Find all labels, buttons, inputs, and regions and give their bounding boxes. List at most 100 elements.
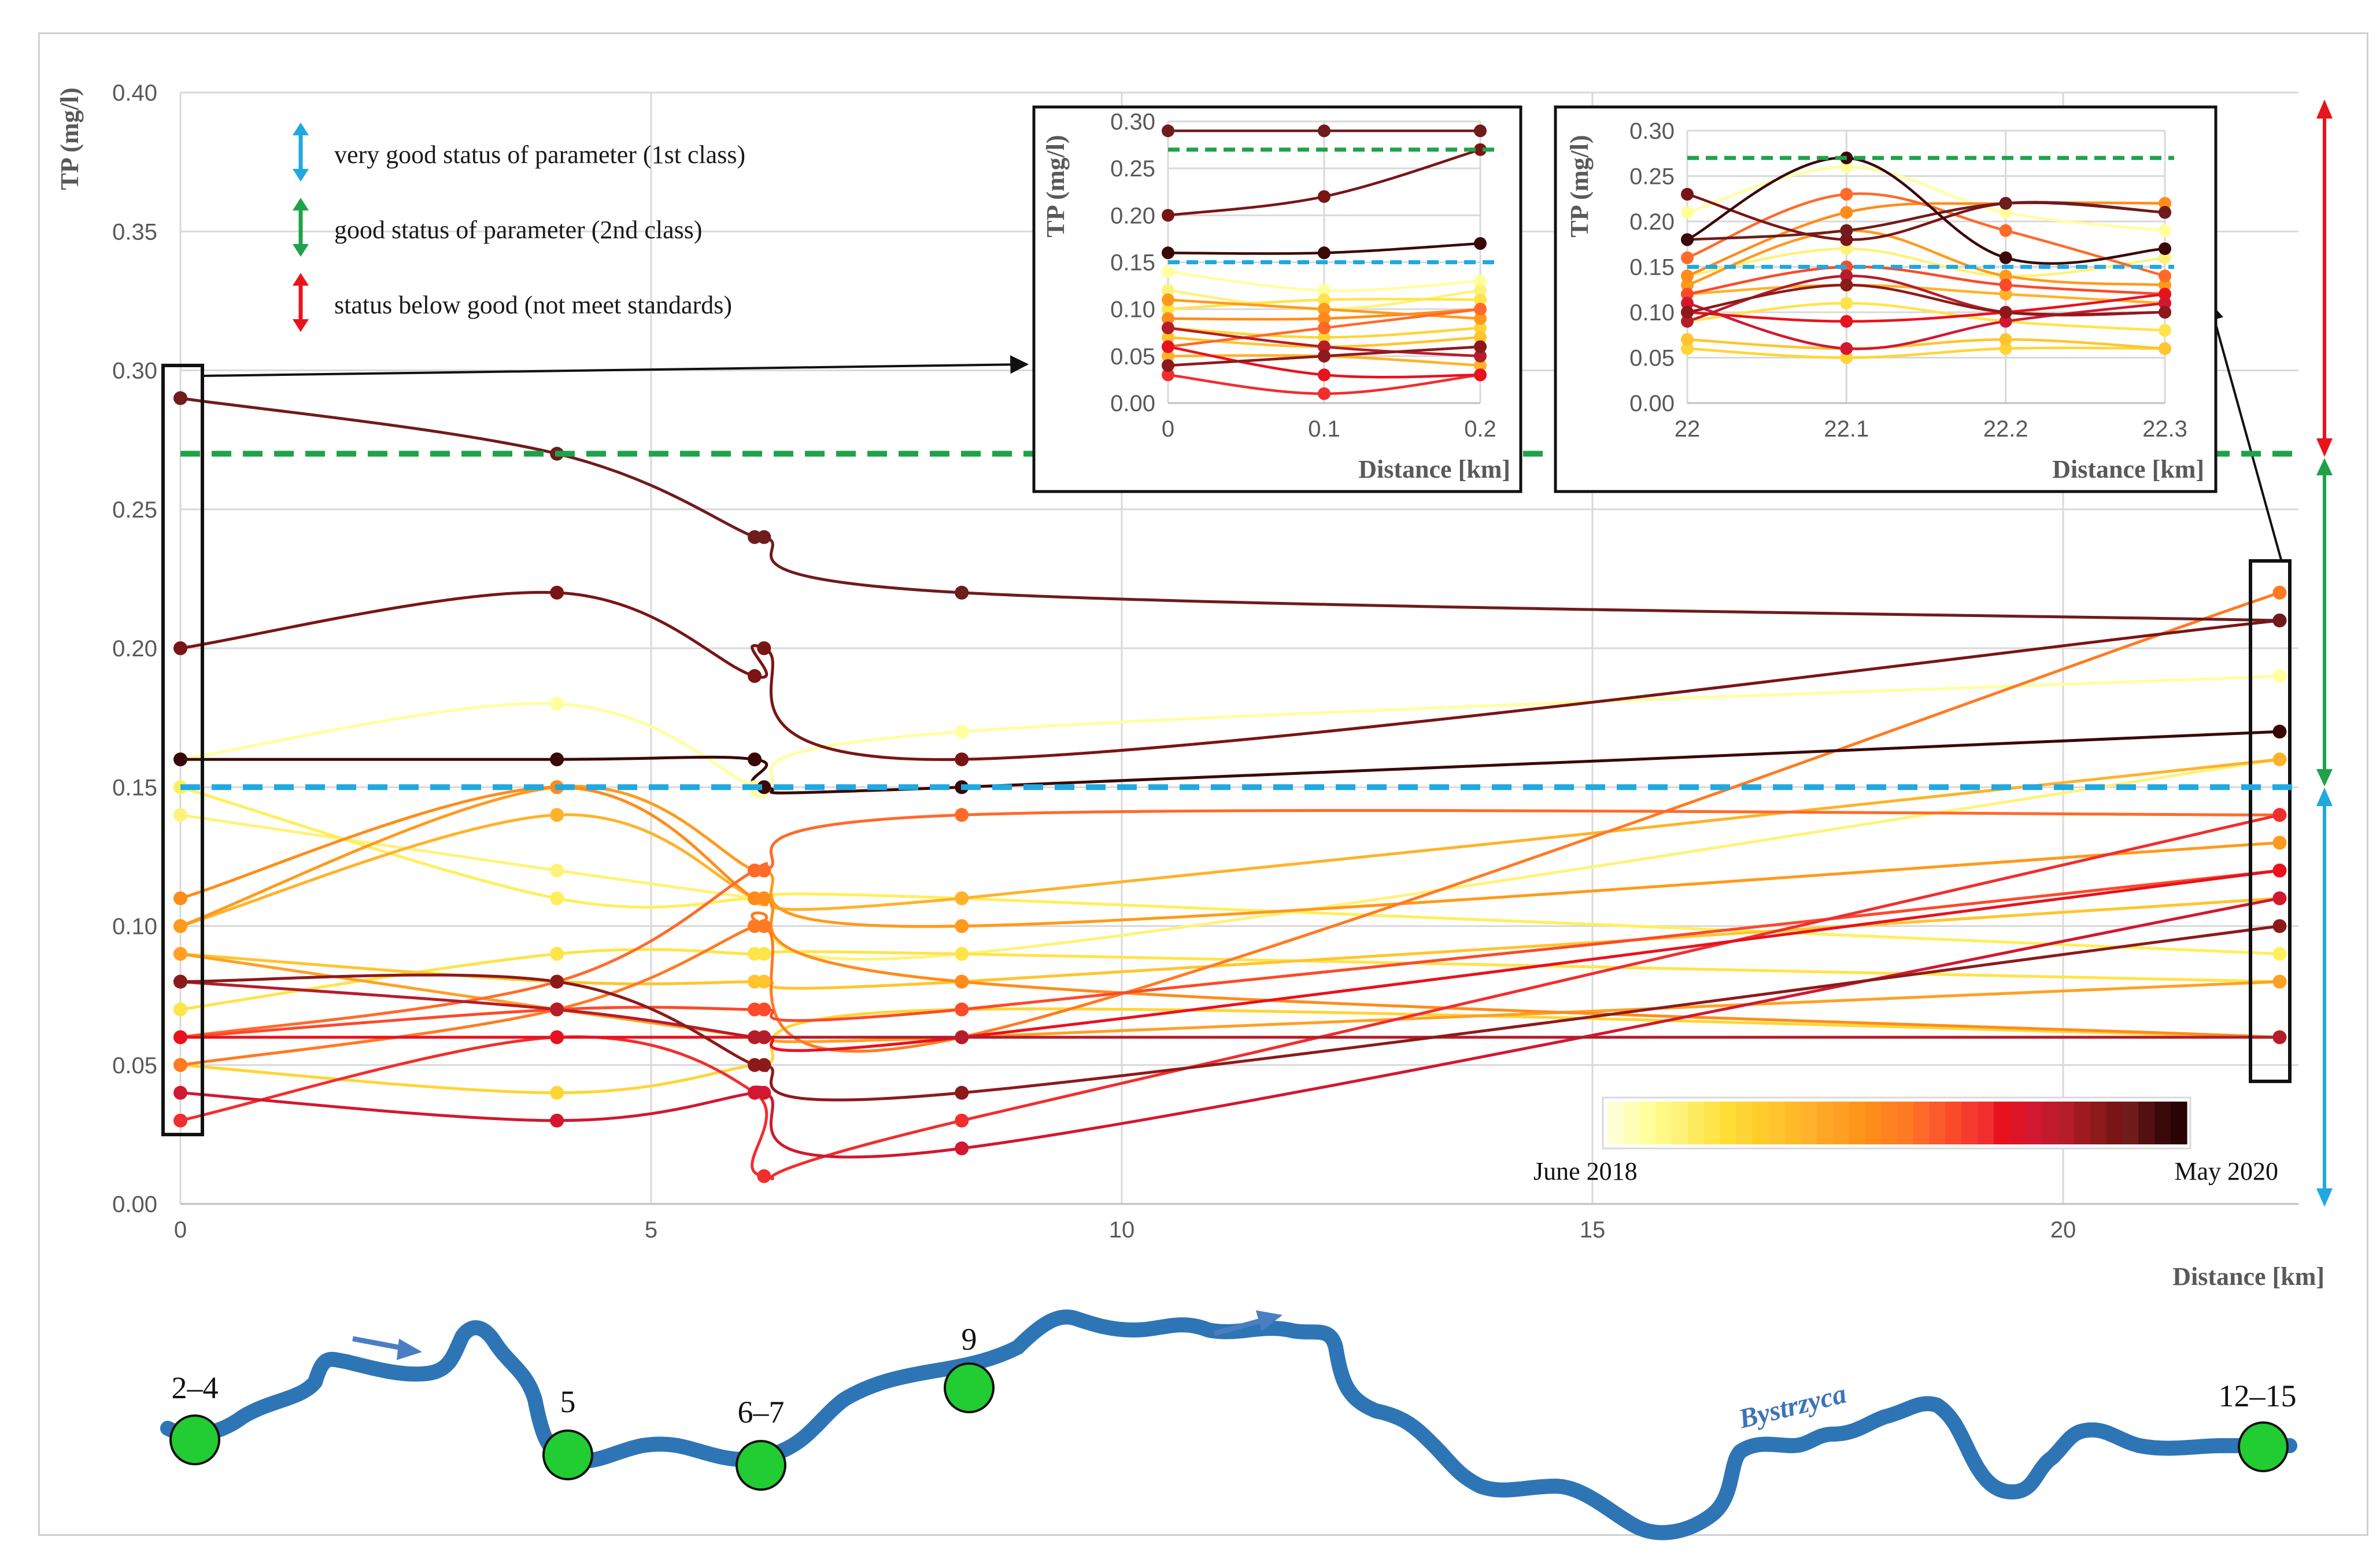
- data-point: [1318, 312, 1331, 325]
- site-marker: 2–4: [169, 1370, 220, 1465]
- series-line: [179, 925, 2281, 1102]
- series-line: [1686, 346, 2167, 359]
- data-point: [757, 891, 771, 906]
- series-line: [179, 730, 2281, 795]
- data-point: [1840, 187, 1853, 201]
- series-line: [1686, 192, 2167, 278]
- main-reference-lines: [180, 450, 2298, 790]
- data-point: [1318, 340, 1331, 353]
- data-point: [2272, 947, 2287, 961]
- data-point: [1999, 278, 2012, 291]
- y-tick-label: 0.35: [112, 219, 157, 245]
- colorbar-cell: [1672, 1102, 1688, 1144]
- main-y-axis-title: TP (mg/l): [56, 87, 84, 190]
- data-point: [1681, 287, 1694, 301]
- data-point: [2272, 836, 2287, 850]
- data-point: [2159, 251, 2171, 264]
- colorbar-cell: [1655, 1102, 1672, 1144]
- good-range-arrow: [2316, 458, 2333, 786]
- inset-start-y-axis-title: TP (mg/l): [1041, 135, 1070, 237]
- end-highlight-box: [2249, 559, 2292, 1083]
- data-point: [173, 1113, 187, 1128]
- colorbar-cell: [2042, 1102, 2059, 1144]
- data-point: [1681, 206, 1694, 219]
- very-good-arrow-icon: [293, 123, 309, 182]
- data-point: [1162, 340, 1174, 353]
- data-point: [757, 1058, 771, 1072]
- series-line: [179, 785, 2281, 928]
- data-point: [1999, 206, 2012, 219]
- river-name-label: Bystrzyca: [1735, 1378, 1849, 1434]
- colorbar-cell: [1865, 1102, 1882, 1144]
- series-line: [1686, 201, 2167, 241]
- data-point: [1474, 359, 1487, 372]
- legend-very-good: very good status of parameter (1st class…: [334, 141, 745, 169]
- main-series: [179, 397, 2281, 1180]
- data-point: [1162, 359, 1174, 372]
- colorbar-cell: [1913, 1102, 1930, 1144]
- data-point: [757, 530, 771, 544]
- data-point: [1840, 160, 1853, 173]
- data-point: [2272, 613, 2287, 627]
- data-point: [757, 863, 771, 878]
- series-line: [179, 813, 2281, 1180]
- data-point: [955, 1002, 969, 1017]
- data-point: [2272, 919, 2287, 933]
- status-legend: very good status of parameter (1st class…: [293, 123, 745, 332]
- inset-start-chart: 0.00 0.05 0.10 0.15 0.20 0.25 0.30 0 0.1 0.2 TP (…: [1032, 105, 1522, 493]
- colorbar-cell: [1784, 1102, 1801, 1144]
- series-line: [1686, 283, 2167, 316]
- data-point: [1840, 269, 1853, 283]
- inset-end-points: [1681, 152, 2171, 364]
- y-tick-label: 0.10: [112, 914, 157, 940]
- data-point: [1681, 233, 1694, 246]
- data-point: [173, 974, 187, 989]
- data-point: [1999, 224, 2012, 237]
- data-point: [757, 641, 771, 655]
- main-points: [173, 391, 2287, 1183]
- data-point: [1681, 187, 1694, 201]
- data-point: [1840, 342, 1853, 355]
- colorbar-cell: [1961, 1102, 1978, 1144]
- data-point: [1162, 312, 1174, 325]
- y-tick-label: 0.20: [112, 636, 157, 662]
- data-point: [173, 391, 187, 405]
- data-point: [955, 808, 969, 822]
- data-point: [1162, 293, 1174, 306]
- data-point: [955, 1141, 969, 1155]
- good-arrow-icon: [293, 198, 309, 257]
- data-point: [1474, 340, 1487, 353]
- colorbar-cell: [1849, 1102, 1865, 1144]
- colorbar-cell: [1639, 1102, 1657, 1144]
- data-point: [1162, 322, 1174, 335]
- data-point: [550, 585, 564, 600]
- data-point: [1162, 209, 1174, 222]
- series-line: [179, 674, 2281, 799]
- data-point: [550, 808, 564, 822]
- data-point: [1681, 297, 1694, 310]
- data-point: [955, 947, 969, 961]
- data-point: [173, 947, 187, 961]
- y-tick-label: 0.30: [1110, 109, 1155, 135]
- data-point: [1840, 233, 1853, 246]
- data-point: [2272, 863, 2287, 878]
- inset-end-chart: 0.00 0.05 0.10 0.15 0.20 0.25 0.30 22 22.1 22.2 22…: [1554, 105, 2218, 493]
- data-point: [1474, 322, 1487, 335]
- below-good-arrow-icon: [293, 273, 309, 332]
- data-point: [1318, 331, 1331, 344]
- data-point: [1474, 274, 1487, 287]
- data-point: [1162, 265, 1174, 278]
- data-point: [748, 669, 762, 684]
- series-line: [179, 1007, 2281, 1095]
- series-line: [1686, 283, 2167, 305]
- data-point: [757, 780, 771, 795]
- data-point: [2159, 342, 2171, 355]
- series-line: [179, 590, 2281, 761]
- data-point: [173, 1030, 187, 1044]
- series-line: [1686, 338, 2167, 350]
- data-point: [1999, 333, 2012, 346]
- data-point: [1474, 143, 1487, 156]
- series-line: [179, 980, 2281, 1041]
- data-point: [550, 863, 564, 878]
- data-point: [2272, 725, 2287, 739]
